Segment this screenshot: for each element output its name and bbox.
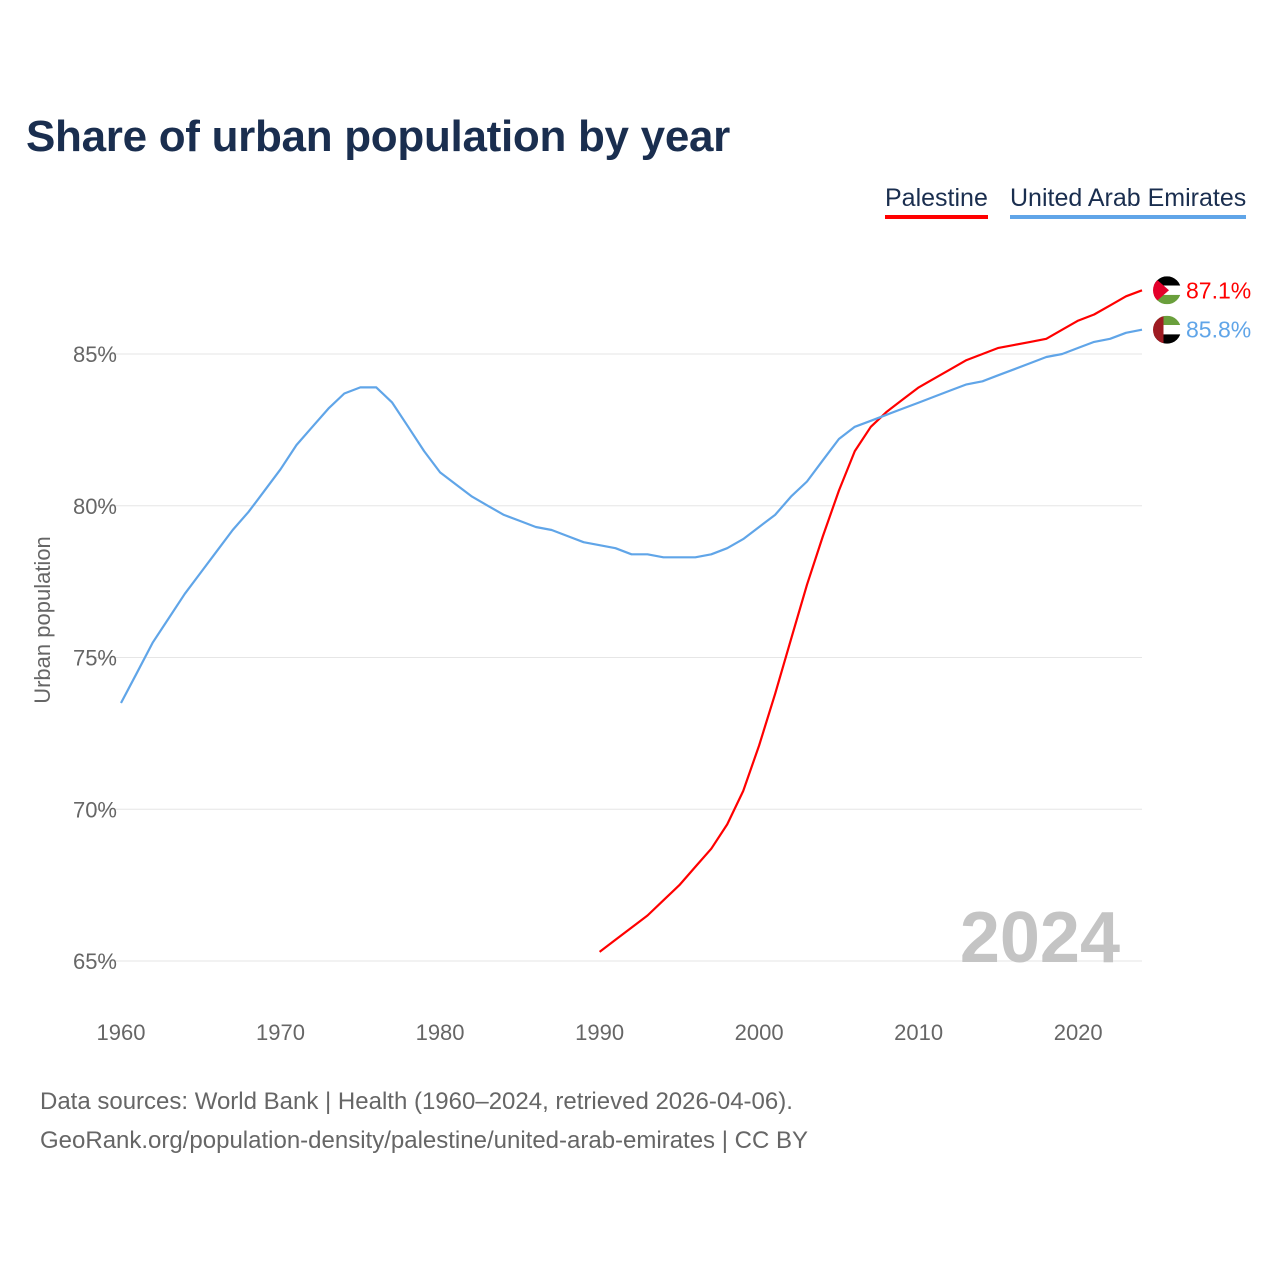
x-tick-label: 1960 (97, 1020, 146, 1045)
flag-bar (1153, 315, 1164, 344)
palestine-flag-icon (1153, 276, 1181, 305)
y-tick-label: 65% (73, 949, 117, 974)
uae-flag-icon (1153, 315, 1181, 344)
chart-title: Share of urban population by year (26, 112, 730, 161)
x-tick-label: 1970 (256, 1020, 305, 1045)
end-value-label: 87.1% (1186, 277, 1251, 303)
flag-stripe (1153, 294, 1181, 305)
footer-link[interactable]: GeoRank.org/population-density/palestine… (40, 1127, 808, 1154)
flag (1153, 276, 1181, 305)
flag-triangle (1153, 276, 1169, 305)
flag-stripe (1153, 325, 1181, 335)
flag-stripe (1153, 334, 1181, 344)
series-line-united-arab-emirates (120, 328, 1143, 704)
y-axis-label: Urban population (30, 536, 55, 704)
y-tick-label: 70% (73, 797, 117, 822)
x-tick-label: 1990 (575, 1020, 624, 1045)
x-tick-label: 1980 (416, 1020, 465, 1045)
x-tick-label: 2020 (1054, 1020, 1103, 1045)
legend-united-arab-emirates[interactable]: United Arab Emirates (1010, 184, 1247, 219)
y-tick-label: 85% (73, 342, 117, 367)
flag-stripe (1153, 315, 1181, 326)
flag-stripe (1153, 276, 1181, 286)
flag (1153, 315, 1181, 344)
year-watermark: 2024 (960, 898, 1120, 978)
footer-sources: Data sources: World Bank | Health (1960–… (40, 1088, 793, 1115)
x-tick-label: 2010 (894, 1020, 943, 1045)
legend-palestine[interactable]: Palestine (885, 184, 988, 219)
y-tick-label: 75% (73, 646, 117, 671)
end-value-label: 85.8% (1186, 317, 1251, 343)
y-tick-label: 80% (73, 494, 117, 519)
series-line-palestine (598, 289, 1143, 953)
x-tick-label: 2000 (735, 1020, 784, 1045)
